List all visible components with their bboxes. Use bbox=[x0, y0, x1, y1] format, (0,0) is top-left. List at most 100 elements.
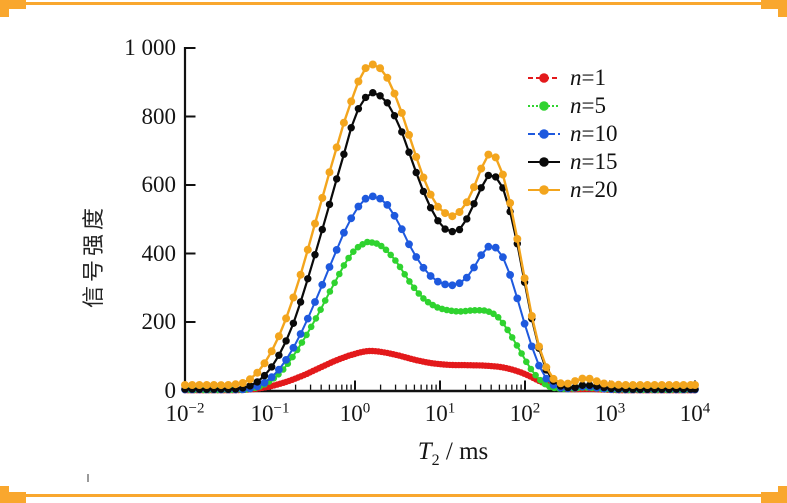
legend-entry-n5: n=5 bbox=[527, 92, 617, 120]
series-marker bbox=[383, 73, 392, 82]
series-marker bbox=[311, 219, 319, 228]
series-marker bbox=[390, 211, 399, 220]
series-marker bbox=[296, 330, 305, 338]
series-marker bbox=[282, 314, 291, 323]
series-marker bbox=[455, 208, 464, 216]
series-n=20 bbox=[181, 60, 699, 390]
series-marker bbox=[333, 175, 341, 183]
x-tick-label: 101 bbox=[424, 400, 456, 426]
legend-entry-n20: n=20 bbox=[527, 176, 617, 204]
frame-corner-bottom-right bbox=[778, 486, 787, 503]
legend-swatch bbox=[528, 101, 560, 111]
series-marker bbox=[390, 112, 399, 120]
legend-label: n=20 bbox=[570, 177, 618, 202]
series-marker bbox=[260, 378, 269, 387]
series-marker bbox=[275, 351, 283, 359]
y-tick-label: 0 bbox=[164, 377, 177, 403]
series-marker bbox=[332, 143, 341, 152]
series-marker bbox=[549, 374, 558, 383]
series-marker bbox=[470, 263, 478, 272]
series-marker bbox=[434, 277, 442, 286]
series-marker bbox=[441, 280, 449, 289]
series-marker bbox=[390, 89, 399, 98]
series-marker bbox=[405, 240, 413, 249]
series-marker bbox=[520, 319, 529, 328]
series-marker bbox=[311, 251, 319, 259]
legend-label: n=5 bbox=[570, 93, 606, 118]
series-marker bbox=[347, 124, 355, 132]
x-tick-label: 104 bbox=[679, 400, 711, 426]
series-marker bbox=[452, 308, 460, 315]
frame-corner-top-right bbox=[761, 0, 787, 9]
y-tick-label: 400 bbox=[141, 240, 177, 266]
series-marker bbox=[382, 246, 390, 254]
series-marker bbox=[325, 200, 334, 209]
frame-bottom-line bbox=[0, 494, 787, 497]
x-axis-label-symbol: T bbox=[417, 438, 432, 465]
series-marker bbox=[321, 297, 329, 304]
series-marker bbox=[350, 248, 357, 255]
series-marker bbox=[361, 93, 370, 102]
series-marker bbox=[419, 187, 428, 196]
series-marker bbox=[318, 280, 327, 289]
series-marker bbox=[412, 152, 421, 161]
series-marker bbox=[398, 128, 406, 136]
series-marker bbox=[628, 381, 637, 389]
series-marker bbox=[361, 64, 370, 73]
series-marker bbox=[383, 201, 392, 209]
series-marker bbox=[484, 242, 493, 251]
stray-mark bbox=[87, 474, 89, 482]
series-marker bbox=[499, 253, 507, 262]
series-marker bbox=[368, 192, 377, 201]
frame-corner-top-right bbox=[778, 0, 787, 17]
series-marker bbox=[563, 379, 572, 388]
series-marker bbox=[376, 194, 384, 203]
series-marker bbox=[484, 150, 493, 159]
x-tick-label: 103 bbox=[594, 400, 626, 426]
series-marker bbox=[457, 308, 465, 315]
series-marker bbox=[405, 148, 413, 156]
series-marker bbox=[477, 251, 486, 259]
series-marker bbox=[347, 97, 356, 106]
legend-label: n=10 bbox=[570, 121, 618, 146]
series-marker bbox=[282, 356, 290, 364]
series-marker bbox=[504, 326, 511, 334]
series-marker bbox=[347, 214, 356, 223]
series-marker bbox=[506, 271, 514, 279]
legend-swatch bbox=[528, 185, 560, 195]
x-axis-label-subscript: 2 bbox=[431, 452, 440, 469]
series-marker bbox=[282, 337, 290, 345]
series-marker bbox=[621, 381, 630, 389]
series-marker bbox=[523, 358, 530, 366]
series-marker bbox=[527, 342, 536, 351]
series-marker bbox=[260, 359, 269, 368]
legend-entry-n10: n=10 bbox=[527, 120, 617, 148]
series-marker bbox=[289, 319, 298, 327]
series-marker bbox=[433, 202, 442, 211]
series-marker bbox=[217, 381, 226, 390]
series-marker bbox=[679, 381, 688, 389]
series-marker bbox=[434, 217, 442, 225]
series-marker bbox=[672, 381, 681, 389]
series-marker bbox=[368, 60, 377, 69]
legend-entry-n1: n=1 bbox=[527, 64, 617, 92]
series-marker bbox=[691, 381, 699, 389]
series-marker bbox=[267, 347, 276, 356]
series-marker bbox=[181, 381, 189, 389]
series-marker bbox=[397, 108, 406, 117]
series-marker bbox=[188, 381, 197, 389]
series-marker bbox=[455, 225, 464, 234]
series-marker bbox=[592, 377, 601, 386]
series-marker bbox=[209, 381, 218, 389]
frame-corner-bottom-right bbox=[761, 492, 787, 503]
series-marker bbox=[657, 381, 666, 389]
series-marker bbox=[426, 204, 435, 212]
series-marker bbox=[387, 251, 395, 259]
series-marker bbox=[477, 164, 486, 173]
y-tick-label: 600 bbox=[141, 172, 177, 197]
series-marker bbox=[498, 170, 507, 179]
series-marker bbox=[304, 275, 312, 283]
series-marker bbox=[535, 361, 543, 370]
